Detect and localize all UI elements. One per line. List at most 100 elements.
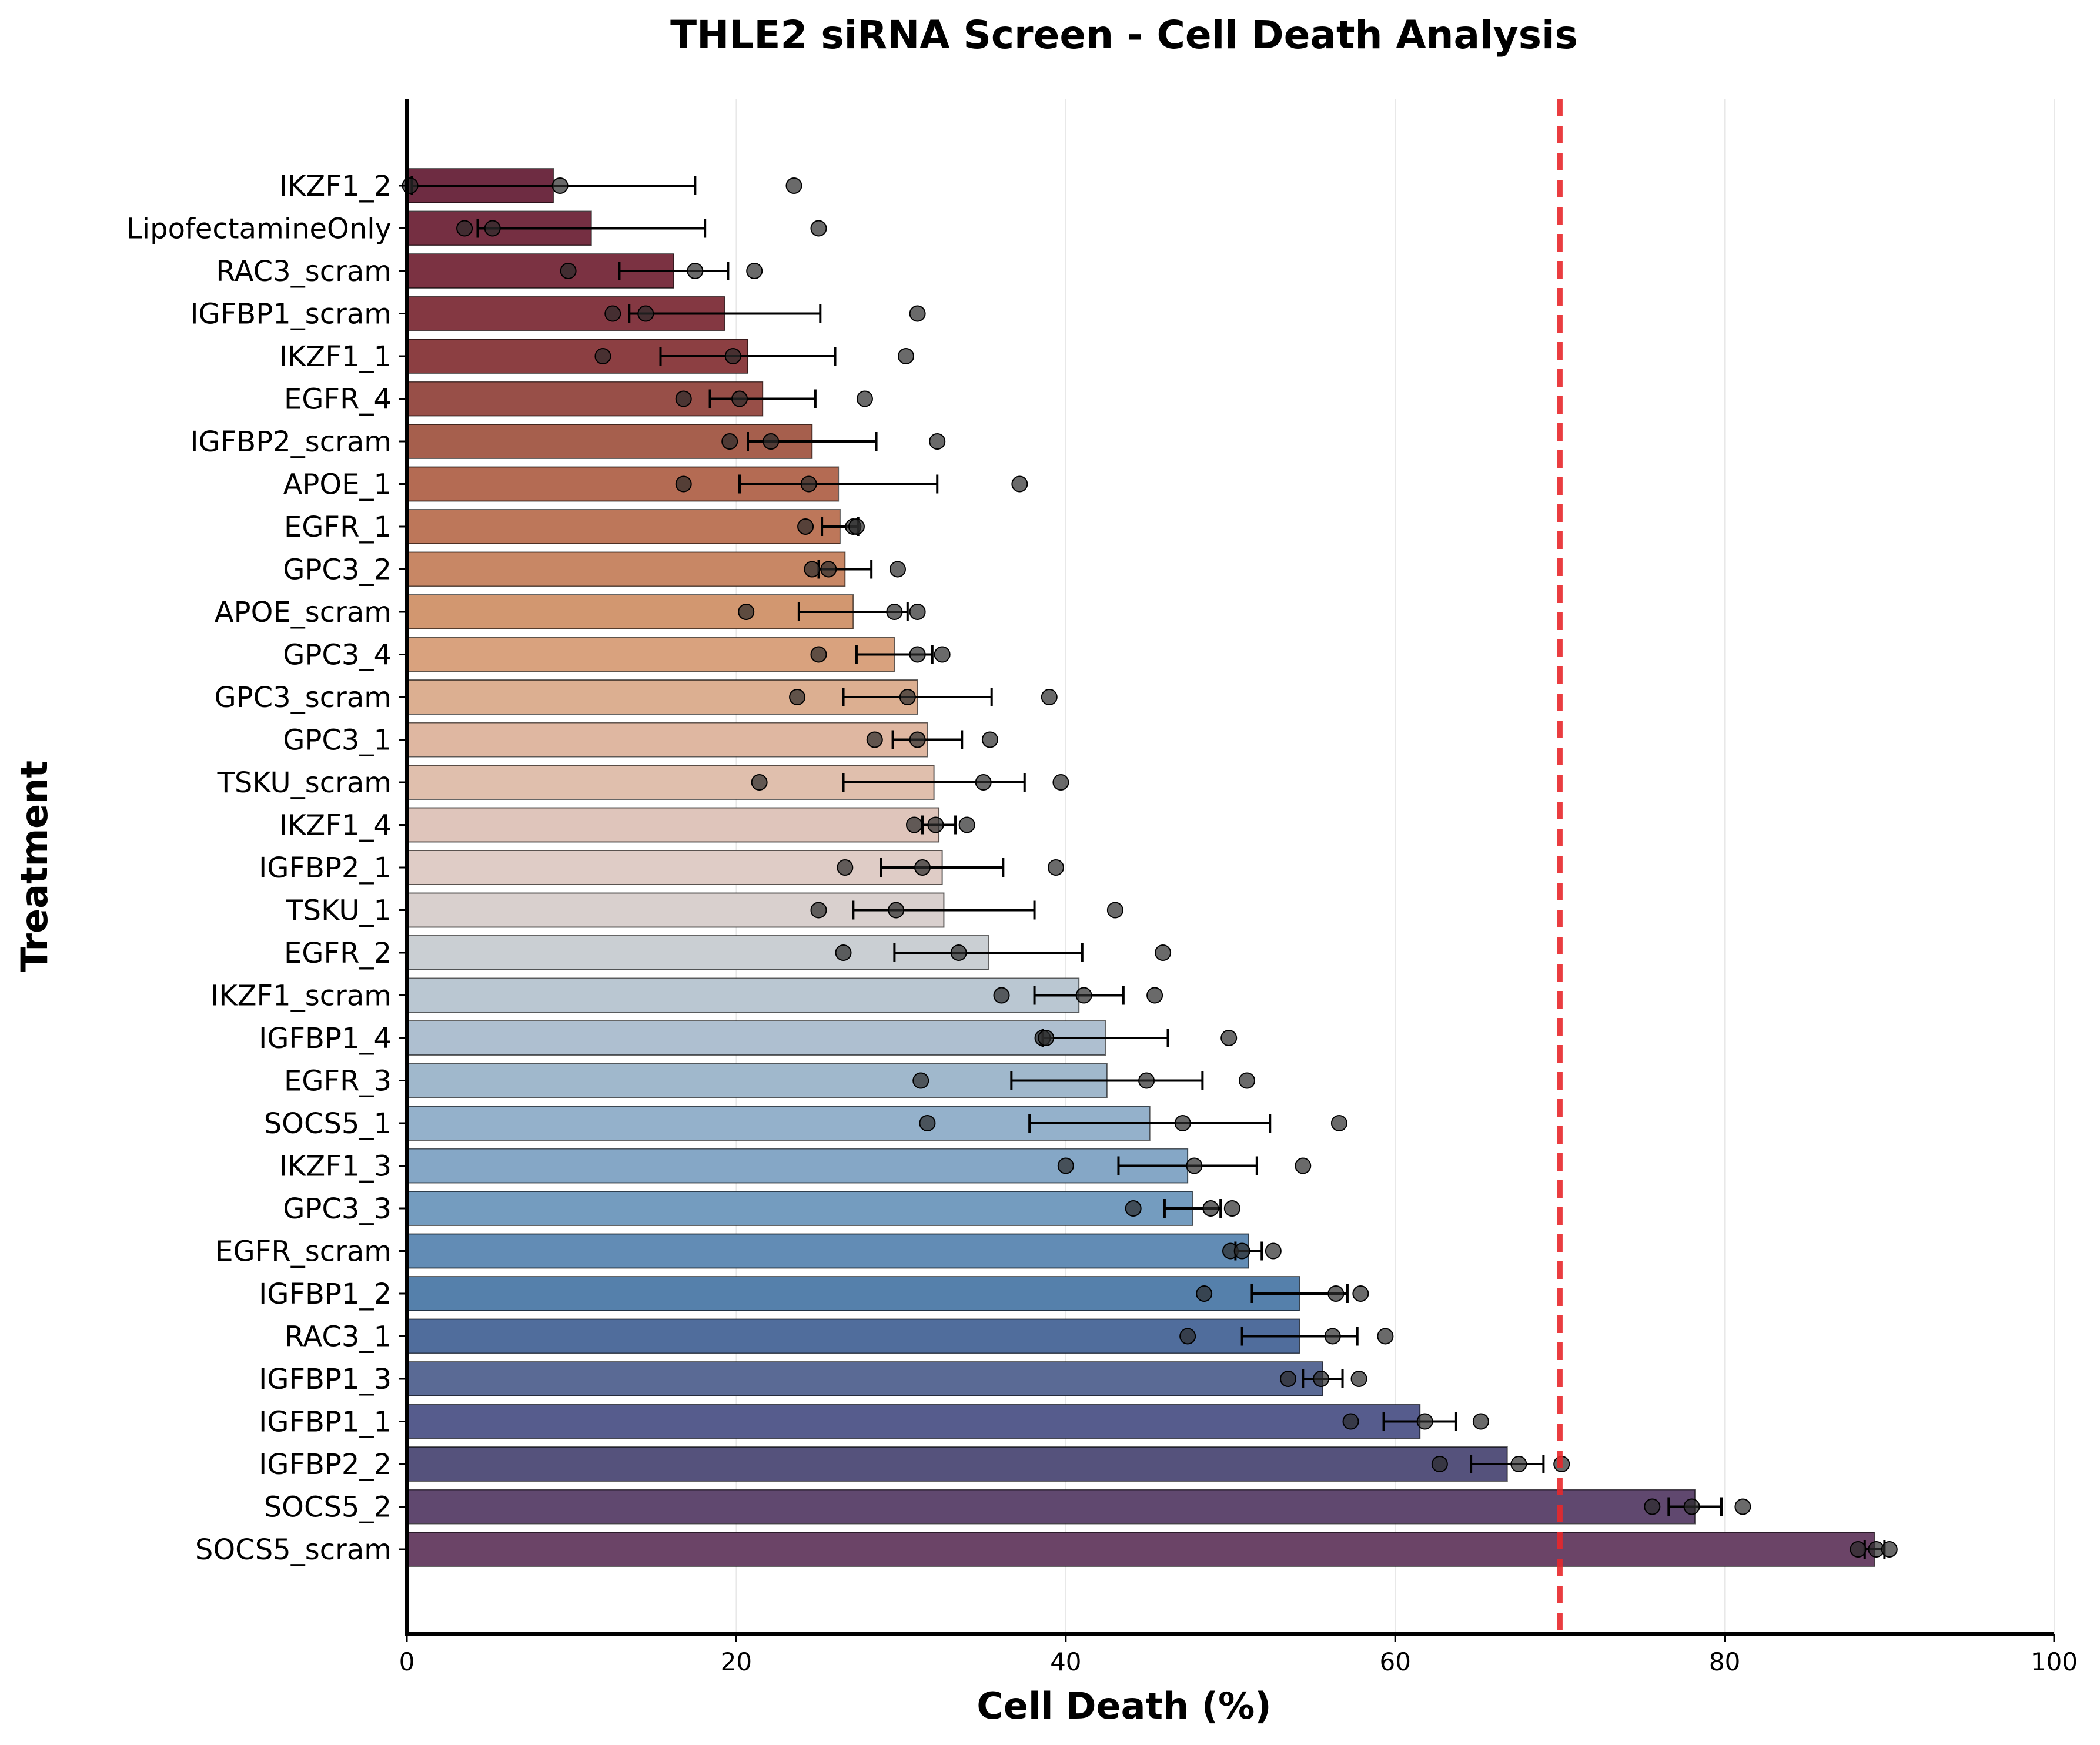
bar [406,1233,1249,1269]
y-tick-label: SOCS5_1 [264,1107,392,1140]
replicate-point [551,177,569,194]
replicate-point [848,518,865,535]
replicate-point [950,944,967,961]
bar [406,1532,1875,1567]
y-tick-labels: IKZF1_2 LipofectamineOnly RAC3_scram IGFBP1… [126,170,407,1566]
x-tick-label: 60 [1379,1647,1410,1676]
replicate-point [837,859,854,876]
replicate-point [888,902,905,919]
replicate-point [981,731,998,748]
replicate-point [1223,1200,1240,1217]
replicate-point [1202,1200,1219,1217]
replicate-point [1179,1328,1196,1345]
replicate-point [1324,1328,1341,1345]
y-tick-label: EGFR_1 [284,511,392,544]
replicate-point [889,561,906,578]
bar [406,1020,1106,1056]
replicate-point [1155,944,1172,961]
replicate-point [456,220,473,237]
y-axis-label: Treatment [13,761,56,972]
x-tick-label: 0 [399,1647,415,1676]
y-tick-label: IGFBP2_1 [259,852,392,885]
replicate-point [927,816,944,833]
replicate-point [958,816,975,833]
replicate-point [731,390,748,407]
y-tick-label: IKZF1_1 [279,340,392,373]
bars [406,168,1875,1567]
replicate-point [1472,1413,1489,1430]
replicate-point [751,774,768,791]
replicate-point [899,689,916,705]
replicate-point [1186,1157,1203,1174]
replicate-point [484,220,501,237]
replicate-point [810,646,827,663]
replicate-point [594,348,611,364]
replicate-point [1106,902,1123,919]
replicate-point [909,646,926,663]
replicate-point [1047,859,1064,876]
bar [406,850,943,885]
y-tick-label: LipofectamineOnly [126,213,392,246]
replicate-points [402,177,1898,1558]
replicate-point [1881,1541,1898,1558]
y-tick-label: EGFR_scram [215,1235,392,1268]
replicate-point [820,561,837,578]
replicate-point [1239,1072,1256,1089]
replicate-point [1377,1328,1394,1345]
replicate-point [1041,689,1058,705]
bar [406,551,846,587]
replicate-point [789,689,806,705]
bar [406,977,1080,1013]
replicate-point [1352,1285,1369,1302]
bar [406,509,841,544]
replicate-point [1734,1498,1751,1515]
replicate-point [1295,1157,1312,1174]
replicate-point [1011,475,1028,493]
replicate-point [687,263,704,279]
bar [406,1276,1300,1311]
replicate-point [1280,1371,1297,1387]
replicate-point [724,348,741,364]
y-tick-label: IGFBP2_scram [190,426,392,458]
y-tick-label: GPC3_1 [283,724,392,757]
replicate-point [1510,1456,1527,1472]
y-tick-label: IGFBP1_2 [259,1278,392,1311]
y-tick-label: EGFR_4 [284,383,392,416]
replicate-point [1416,1413,1433,1430]
replicate-point [746,263,763,279]
x-tick-label: 80 [1709,1647,1740,1676]
bar [406,1489,1696,1525]
replicate-point [898,348,915,364]
replicate-point [1850,1541,1867,1558]
y-tick-label: GPC3_3 [283,1193,392,1225]
y-tick-label: TSKU_1 [285,895,392,927]
y-tick-label: EGFR_3 [284,1065,392,1098]
y-tick-label: APOE_1 [283,468,392,501]
replicate-point [866,731,883,748]
replicate-point [560,263,577,279]
replicate-point [800,475,817,493]
replicate-point [637,305,654,322]
y-tick-label: GPC3_scram [215,681,392,714]
y-tick-label: EGFR_2 [284,937,392,970]
y-tick-label: IKZF1_4 [279,809,392,842]
bar [406,1404,1421,1439]
replicate-point [1125,1200,1142,1217]
y-tick-label: RAC3_scram [216,255,392,288]
bar [406,1191,1193,1226]
replicate-point [604,305,621,322]
bar [406,424,813,459]
replicate-point [1683,1498,1700,1515]
y-tick-label: APOE_scram [215,596,392,629]
replicate-point [909,305,926,322]
replicate-point [1233,1242,1250,1260]
replicate-point [1327,1285,1345,1302]
replicate-point [1265,1242,1282,1260]
replicate-point [810,902,827,919]
x-tick-label: 40 [1050,1647,1081,1676]
replicate-point [1138,1072,1155,1089]
replicate-point [919,1115,936,1131]
x-axis-label: Cell Death (%) [977,1684,1271,1727]
replicate-point [1196,1285,1213,1302]
